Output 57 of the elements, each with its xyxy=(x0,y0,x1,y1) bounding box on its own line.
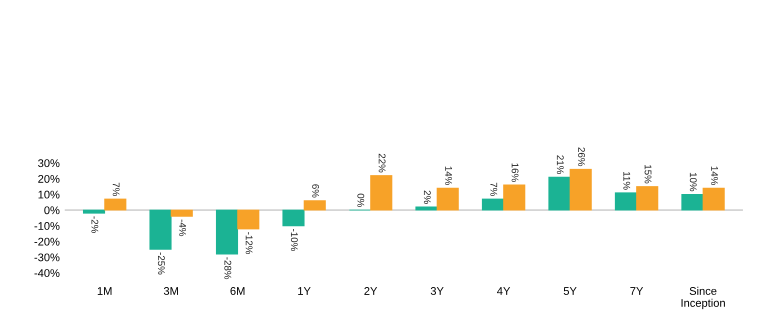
bar xyxy=(482,198,504,211)
y-tick-label: 20% xyxy=(38,174,60,183)
y-tick-label: 10% xyxy=(38,190,60,199)
bar xyxy=(304,200,326,211)
bar xyxy=(436,188,459,211)
data-label: 10% xyxy=(690,172,697,192)
bar xyxy=(570,168,592,211)
bar xyxy=(370,175,392,211)
x-tick-label: 5Y xyxy=(564,287,577,295)
bar xyxy=(82,210,106,214)
bar xyxy=(170,210,193,217)
data-label: 7% xyxy=(490,182,498,196)
x-tick-label: 3Y xyxy=(430,287,444,295)
data-label: 11% xyxy=(623,172,630,190)
y-tick-label: -20% xyxy=(34,238,60,246)
data-label: 2% xyxy=(424,190,431,204)
y-tick-label: -30% xyxy=(34,253,60,262)
y-tick-label: 0% xyxy=(44,206,60,214)
bar xyxy=(237,210,260,230)
data-label: -4% xyxy=(179,220,186,236)
data-label: 0% xyxy=(357,194,364,207)
data-label: 21% xyxy=(556,155,564,174)
data-label: 22% xyxy=(378,154,386,172)
bar xyxy=(216,210,238,254)
bar xyxy=(681,194,704,211)
x-tick-label: 2Y xyxy=(364,287,378,295)
data-label: -2% xyxy=(91,216,98,233)
bar xyxy=(415,206,438,211)
data-label: -25% xyxy=(158,252,165,274)
bar xyxy=(636,186,658,211)
x-tick-label: 1Y xyxy=(298,287,311,295)
y-tick-label: 30% xyxy=(38,159,60,168)
data-label: 14% xyxy=(711,166,718,185)
bar xyxy=(149,210,172,250)
bar xyxy=(614,192,637,211)
data-label: -12% xyxy=(246,232,253,254)
data-label: 6% xyxy=(312,184,320,198)
data-label: 14% xyxy=(445,166,452,185)
x-tick-label: 4Y xyxy=(497,287,510,295)
bar xyxy=(282,210,305,226)
data-label: -10% xyxy=(290,228,298,251)
bar xyxy=(548,176,570,211)
bar xyxy=(702,188,725,211)
x-tick-label: 7Y xyxy=(630,287,644,295)
data-label: 15% xyxy=(644,165,652,184)
data-label: 26% xyxy=(578,148,585,166)
data-label: -28% xyxy=(224,257,232,280)
y-tick-label: -40% xyxy=(34,269,60,278)
y-tick-label: -10% xyxy=(34,222,60,230)
x-tick-label: 6M xyxy=(230,287,244,295)
x-tick-label: Since Inception xyxy=(682,286,725,310)
data-label: 16% xyxy=(512,163,519,182)
bar xyxy=(104,198,126,211)
x-tick-label: 3M xyxy=(164,287,178,295)
x-tick-label: 1M xyxy=(98,287,112,295)
bar xyxy=(503,184,526,211)
data-label: 7% xyxy=(112,182,120,196)
